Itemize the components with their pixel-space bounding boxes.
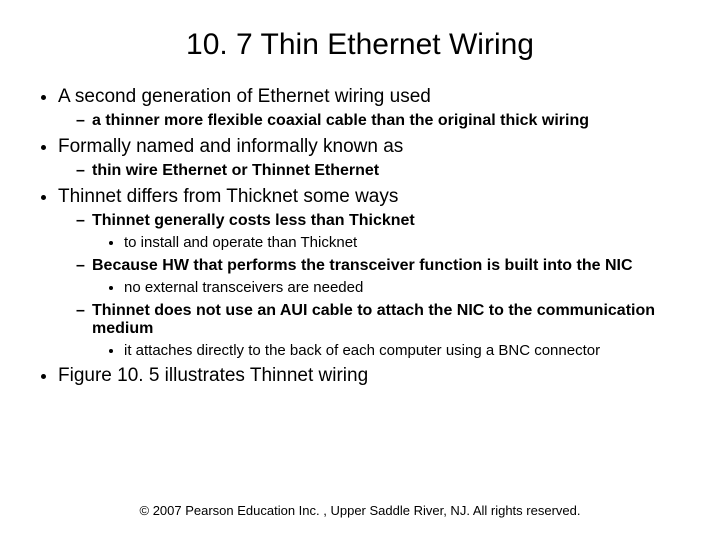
bullet-3-sub-1-a: to install and operate than Thicknet xyxy=(124,234,690,251)
bullet-1-text: A second generation of Ethernet wiring u… xyxy=(58,86,431,107)
slide: 10. 7 Thin Ethernet Wiring A second gene… xyxy=(0,0,720,540)
bullet-3-sub-1: Thinnet generally costs less than Thickn… xyxy=(76,212,690,251)
bullet-3-sub-2-text: Because HW that performs the transceiver… xyxy=(92,257,633,274)
bullet-2-text: Formally named and informally known as xyxy=(58,136,403,157)
bullet-list: A second generation of Ethernet wiring u… xyxy=(30,86,690,387)
bullet-1: A second generation of Ethernet wiring u… xyxy=(58,86,690,130)
bullet-2: Formally named and informally known as t… xyxy=(58,136,690,180)
bullet-3-sub-3-text: Thinnet does not use an AUI cable to att… xyxy=(92,302,655,337)
bullet-4: Figure 10. 5 illustrates Thinnet wiring xyxy=(58,365,690,387)
bullet-3-sub-2: Because HW that performs the transceiver… xyxy=(76,257,690,296)
bullet-1-sub-1: a thinner more flexible coaxial cable th… xyxy=(76,112,690,130)
bullet-3-text: Thinnet differs from Thicknet some ways xyxy=(58,186,398,207)
bullet-2-sub-1: thin wire Ethernet or Thinnet Ethernet xyxy=(76,162,690,180)
bullet-3-sub-2-a: no external transceivers are needed xyxy=(124,279,690,296)
slide-title: 10. 7 Thin Ethernet Wiring xyxy=(30,28,690,62)
copyright-footer: © 2007 Pearson Education Inc. , Upper Sa… xyxy=(0,503,720,518)
bullet-3: Thinnet differs from Thicknet some ways … xyxy=(58,186,690,359)
bullet-3-sub-1-text: Thinnet generally costs less than Thickn… xyxy=(92,212,415,229)
bullet-3-sub-3: Thinnet does not use an AUI cable to att… xyxy=(76,302,690,359)
bullet-3-sub-3-a: it attaches directly to the back of each… xyxy=(124,342,690,359)
